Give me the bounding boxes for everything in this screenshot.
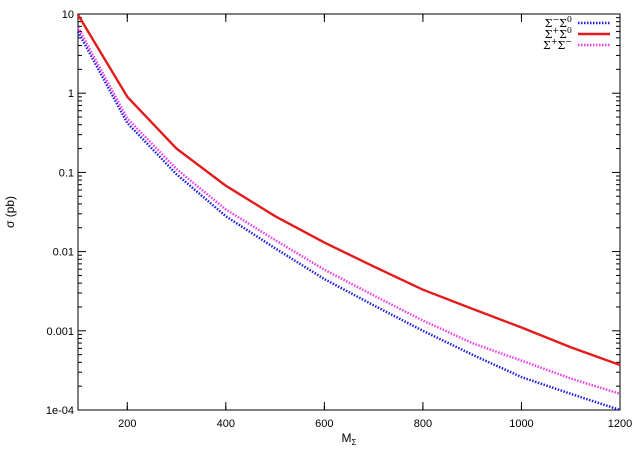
plot-frame — [77, 13, 621, 411]
legend: Σ−Σ0Σ+Σ0Σ+Σ− — [543, 15, 610, 52]
x-tick-label: 200 — [118, 418, 136, 430]
y-tick-label: 0.01 — [53, 247, 74, 259]
legend-label-2: Σ+Σ0 — [545, 26, 572, 41]
series-line-1 — [76, 31, 621, 412]
y-tick-label: 10 — [62, 9, 74, 21]
x-tick-label: 1000 — [509, 418, 533, 430]
y-tick-label: 1 — [68, 88, 74, 100]
axis-ticks: 200 400 600 800 1000 1200 1e-04 0.001 0.01 0.1 1 10 — [46, 9, 632, 430]
x-tick-label: 800 — [414, 418, 432, 430]
y-tick-label: 0.001 — [46, 326, 74, 338]
y-tick-label: 1e-04 — [46, 405, 74, 417]
series-line-3 — [76, 26, 621, 395]
series-line-2 — [76, 14, 621, 367]
x-tick-label: 400 — [217, 418, 235, 430]
legend-label-1: Σ−Σ0 — [545, 15, 572, 30]
legend-label-3: Σ+Σ− — [543, 37, 572, 52]
x-axis-label: MΣ — [342, 431, 357, 447]
x-tick-label: 1200 — [608, 418, 632, 430]
x-tick-label: 600 — [315, 418, 333, 430]
y-tick-label: 0.1 — [59, 167, 74, 179]
y-axis-label: σ (pb) — [3, 196, 17, 228]
series-lines — [76, 14, 621, 412]
